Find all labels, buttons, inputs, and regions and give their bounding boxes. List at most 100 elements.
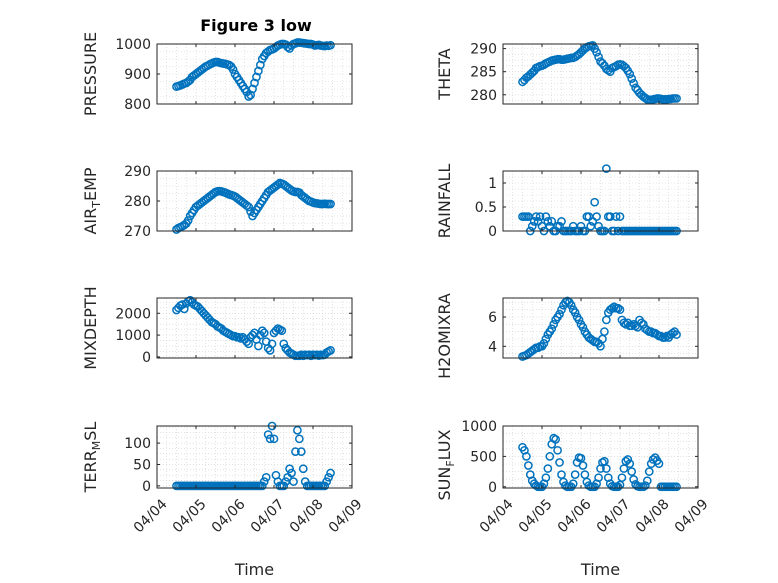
data-point	[326, 346, 335, 355]
data-point	[267, 339, 277, 349]
data-point	[298, 464, 308, 474]
y-tick-label: 1000	[461, 419, 497, 435]
y-axis-label: SUNFLUX	[435, 429, 457, 500]
x-tick-label: 04/07	[594, 496, 634, 536]
x-tick-label: 04/06	[555, 496, 595, 536]
subplot-pressure: 800 900 1000 PRESSURE	[81, 32, 353, 116]
y-tick-label: 1000	[115, 328, 151, 344]
y-tick-label: 2000	[115, 306, 151, 322]
figure-title: Figure 3 low	[200, 16, 312, 35]
y-tick-label: 800	[124, 97, 151, 113]
data-point	[543, 464, 553, 473]
data-point	[277, 326, 287, 336]
subplot-mixdepth: 0 1000 2000 MIXDEPTH	[81, 286, 353, 370]
y-tick-label: 0	[488, 224, 497, 240]
data-point	[244, 92, 253, 101]
data-point	[617, 473, 627, 483]
y-tick-label: 1000	[115, 37, 151, 53]
data-point	[228, 65, 238, 74]
subplot-h2omixra: 4 6 H2OMIXRA	[435, 293, 699, 379]
data-point	[592, 212, 601, 221]
x-tick-label: 04/04	[131, 496, 171, 536]
data-point	[289, 477, 298, 486]
data-point	[179, 304, 189, 314]
data-point	[529, 217, 539, 226]
axes-box	[502, 297, 699, 359]
data-point	[644, 467, 654, 476]
y-tick-label: 900	[124, 67, 151, 83]
data-point	[291, 447, 300, 457]
data-point	[615, 305, 625, 315]
data-point	[326, 199, 335, 209]
data-point	[279, 481, 289, 491]
data-point	[259, 328, 269, 338]
y-axis-label: TERRMSL	[81, 422, 103, 494]
data-point	[592, 47, 601, 57]
axes-box	[502, 170, 699, 232]
data-point	[648, 455, 658, 464]
y-axis-label: PRESSURE	[81, 32, 100, 116]
data-point	[578, 322, 588, 332]
data-point	[613, 303, 623, 313]
data-point	[629, 475, 639, 484]
data-point	[637, 318, 646, 328]
data-point	[654, 459, 664, 469]
y-tick-label: 0	[142, 350, 151, 366]
data-point	[531, 212, 541, 221]
data-point	[285, 464, 294, 474]
y-tick-label: 500	[470, 449, 497, 465]
y-tick-label: 290	[124, 164, 151, 180]
data-point	[524, 461, 533, 470]
data-point	[555, 458, 564, 467]
data-point	[263, 430, 273, 439]
data-point	[553, 445, 562, 455]
data-point	[590, 197, 600, 207]
data-point	[522, 452, 531, 461]
data-point	[246, 207, 255, 216]
data-point	[625, 69, 635, 79]
data-point	[672, 330, 681, 339]
x-tick-label: 04/05	[170, 496, 210, 536]
data-point	[557, 305, 566, 315]
y-tick-label: 280	[470, 88, 497, 104]
data-point	[543, 217, 553, 226]
x-axis-label: Time	[234, 560, 274, 579]
data-point	[605, 212, 615, 221]
axes-box	[502, 425, 699, 489]
data-point	[541, 473, 551, 483]
x-tick-label: 04/06	[209, 496, 249, 536]
data-point	[566, 300, 576, 310]
data-point	[296, 447, 306, 457]
data-point	[265, 434, 275, 444]
x-axis-label: Time	[580, 560, 620, 579]
data-point	[244, 202, 253, 212]
y-tick-label: 4	[488, 339, 497, 355]
data-point	[607, 303, 617, 313]
x-tick-label: 04/04	[477, 496, 517, 536]
data-point	[672, 94, 681, 103]
data-point	[613, 482, 623, 492]
data-point	[547, 217, 557, 226]
data-point	[541, 212, 551, 221]
data-point	[535, 212, 545, 221]
y-tick-label: 270	[124, 224, 151, 240]
data-point	[602, 164, 611, 173]
data-point	[568, 479, 578, 489]
data-point	[557, 217, 566, 226]
y-tick-label: 1	[488, 176, 497, 192]
y-axis-label: RAINFALL	[435, 164, 454, 239]
y-axis-label: AIRTEMP	[81, 167, 103, 234]
data-point	[549, 319, 559, 329]
y-axis-label: H2OMIXRA	[435, 293, 454, 379]
x-tick-label: 04/05	[516, 496, 556, 536]
data-point	[641, 481, 650, 490]
data-point	[183, 216, 193, 225]
data-point	[642, 476, 652, 486]
data-point	[257, 326, 267, 336]
data-point	[625, 459, 635, 469]
x-tick-label: 04/09	[326, 496, 366, 536]
data-point	[279, 339, 289, 349]
x-tick-label: 04/08	[633, 496, 673, 536]
subplot-air_temp: 270 280 290 AIRTEMP	[81, 164, 353, 240]
